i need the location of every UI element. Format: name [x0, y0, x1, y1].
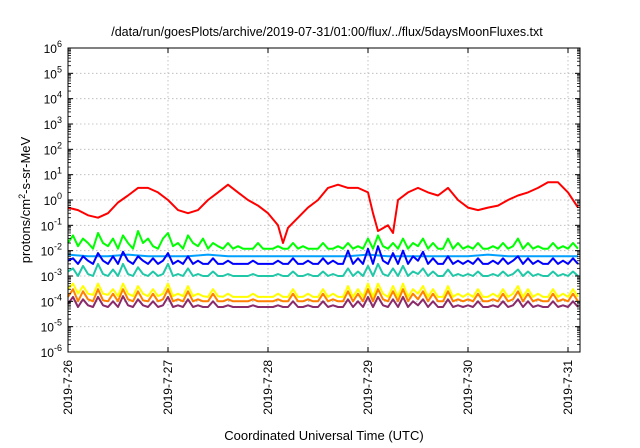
- y-tick-label-exponent: -1: [54, 216, 62, 226]
- y-tick-label-base: 10: [44, 67, 58, 81]
- y-tick-label-exponent: 4: [57, 90, 62, 100]
- y-tick-label-exponent: -2: [54, 242, 62, 252]
- series-line-6: [67, 282, 579, 298]
- x-axis-title: Coordinated Universal Time (UTC): [224, 428, 423, 443]
- y-tick-label-base: 10: [41, 321, 55, 335]
- y-tick-label-exponent: 1: [57, 166, 62, 176]
- y-tick-label: 105: [44, 64, 62, 81]
- series-line-2: [67, 230, 579, 250]
- y-tick-label-base: 10: [41, 295, 55, 309]
- y-tick-label-base: 10: [44, 169, 58, 183]
- y-tick-label: 104: [44, 90, 62, 107]
- x-tick-label: 2019-7-30: [461, 360, 475, 415]
- y-tick-label-base: 10: [44, 118, 58, 132]
- y-tick-label: 106: [44, 39, 62, 56]
- y-tick-label: 103: [44, 115, 62, 132]
- y-tick-label-base: 10: [41, 219, 55, 233]
- series-line-7: [67, 288, 579, 303]
- y-tick-label: 10-1: [41, 216, 62, 233]
- y-tick-label: 10-6: [41, 343, 62, 360]
- series-line-3: [67, 253, 578, 258]
- chart-title: /data/run/goesPlots/archive/2019-07-31/0…: [111, 25, 543, 39]
- y-tick-label-exponent: -5: [54, 318, 62, 328]
- x-tick-label: 2019-7-29: [361, 360, 375, 415]
- y-tick-label-base: 10: [44, 42, 58, 56]
- y-tick-label-base: 10: [41, 346, 55, 360]
- y-tick-label-exponent: 2: [57, 140, 62, 150]
- axis-ticks: 10-610-510-410-310-210-11001011021031041…: [41, 39, 580, 415]
- x-tick-label: 2019-7-26: [61, 360, 75, 415]
- y-tick-label: 100: [44, 191, 62, 208]
- y-tick-label-exponent: 6: [57, 39, 62, 49]
- series-line-5: [67, 262, 579, 277]
- y-tick-label-exponent: -3: [54, 267, 62, 277]
- y-tick-label-exponent: 3: [57, 115, 62, 125]
- y-tick-label: 102: [44, 140, 62, 157]
- y-tick-label-base: 10: [44, 93, 58, 107]
- series-line-1: [67, 181, 579, 244]
- y-tick-label-exponent: 0: [57, 191, 62, 201]
- y-tick-label-base: 10: [44, 143, 58, 157]
- y-tick-label-base: 10: [44, 194, 58, 208]
- series-layer: [67, 181, 579, 308]
- y-axis-title-superscript: 2: [17, 194, 27, 199]
- y-tick-label: 10-5: [41, 318, 62, 335]
- y-tick-label: 101: [44, 166, 62, 183]
- x-tick-label: 2019-7-27: [161, 360, 175, 415]
- y-axis-title-part1: protons/cm: [18, 199, 33, 263]
- y-tick-label-exponent: -4: [54, 292, 62, 302]
- series-line-4: [67, 245, 579, 265]
- x-tick-label: 2019-7-28: [261, 360, 275, 415]
- y-axis-title-part2: -s-sr-MeV: [18, 136, 33, 193]
- y-axis-title: protons/cm2-s-sr-MeV: [17, 136, 33, 263]
- series-line-8: [67, 295, 579, 308]
- y-tick-label: 10-2: [41, 242, 62, 259]
- y-tick-label-exponent: -6: [54, 343, 62, 353]
- y-tick-label-base: 10: [41, 270, 55, 284]
- y-tick-label: 10-3: [41, 267, 62, 284]
- y-tick-label-exponent: 5: [57, 64, 62, 74]
- y-tick-label: 10-4: [41, 292, 62, 309]
- x-tick-label: 2019-7-31: [561, 360, 575, 415]
- y-tick-label-base: 10: [41, 245, 55, 259]
